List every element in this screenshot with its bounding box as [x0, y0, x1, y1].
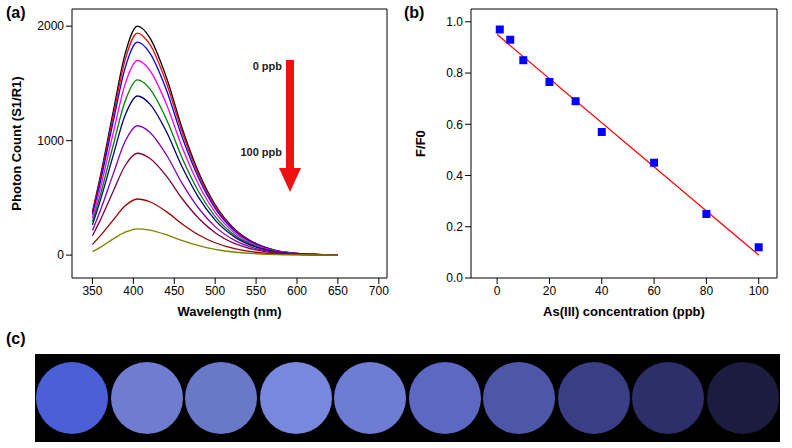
svg-text:100: 100 — [749, 284, 769, 298]
svg-text:0.2: 0.2 — [446, 220, 463, 234]
svg-text:0.6: 0.6 — [446, 118, 463, 132]
svg-text:F/F0: F/F0 — [413, 130, 428, 157]
svg-text:400: 400 — [123, 284, 143, 298]
svg-text:0.0: 0.0 — [446, 271, 463, 285]
svg-text:550: 550 — [246, 284, 266, 298]
html-text:(c): (c) — [6, 330, 26, 347]
svg-text:Wavelength (nm): Wavelength (nm) — [177, 304, 281, 319]
svg-text:0.4: 0.4 — [446, 169, 463, 183]
svg-text:20: 20 — [543, 284, 557, 298]
svg-text:500: 500 — [205, 284, 225, 298]
svg-text:As(III) concentration (ppb): As(III) concentration (ppb) — [543, 304, 705, 319]
svg-text:350: 350 — [82, 284, 102, 298]
html-text:(b): (b) — [404, 4, 425, 21]
svg-text:450: 450 — [164, 284, 184, 298]
svg-text:40: 40 — [595, 284, 609, 298]
svg-text:1000: 1000 — [37, 134, 64, 148]
svg-text:650: 650 — [328, 284, 348, 298]
svg-text:600: 600 — [287, 284, 307, 298]
svg-text:0: 0 — [57, 248, 64, 262]
svg-text:0: 0 — [494, 284, 501, 298]
svg-text:Photon Count (S1/R1): Photon Count (S1/R1) — [9, 76, 24, 210]
svg-text:60: 60 — [647, 284, 661, 298]
svg-text:0.8: 0.8 — [446, 66, 463, 80]
svg-text:1.0: 1.0 — [446, 15, 463, 29]
html-text:100 ppb: 100 ppb — [240, 146, 282, 158]
html-text:0 ppb: 0 ppb — [252, 60, 282, 72]
svg-text:700: 700 — [369, 284, 389, 298]
svg-text:2000: 2000 — [37, 19, 64, 33]
html-text:(a): (a) — [6, 4, 26, 21]
svg-text:80: 80 — [700, 284, 714, 298]
